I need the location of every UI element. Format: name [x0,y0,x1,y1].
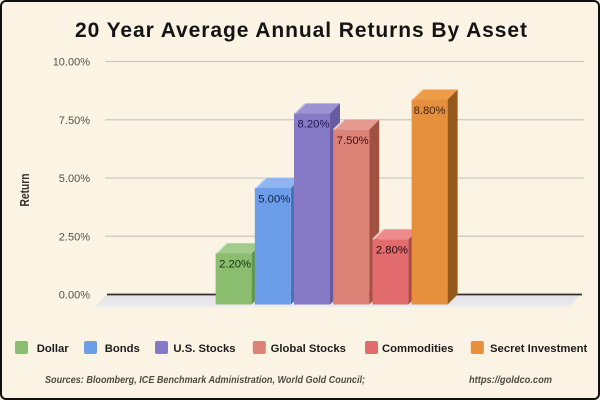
svg-text:7.50%: 7.50% [337,135,369,147]
svg-text:5.00%: 5.00% [258,193,290,205]
svg-text:Bonds: Bonds [105,343,140,355]
svg-text:2.50%: 2.50% [59,231,90,243]
svg-text:0.00%: 0.00% [59,290,90,302]
svg-text:5.00%: 5.00% [59,173,90,185]
svg-text:Sources: Bloomberg, ICE Benchm: Sources: Bloomberg, ICE Benchmark Admini… [45,374,365,386]
svg-text:Global Stocks: Global Stocks [271,343,346,355]
svg-text:2.80%: 2.80% [376,245,408,257]
svg-text:Secret Investment: Secret Investment [490,343,588,355]
svg-text:U.S. Stocks: U.S. Stocks [173,343,235,355]
svg-text:2.20%: 2.20% [219,259,251,271]
svg-text:7.50%: 7.50% [59,115,90,127]
svg-text:8.80%: 8.80% [414,105,446,117]
svg-text:Dollar: Dollar [37,343,70,355]
svg-text:10.00%: 10.00% [53,57,91,69]
svg-text:8.20%: 8.20% [297,119,329,131]
svg-text:20 Year Average Annual Returns: 20 Year Average Annual Returns By Asset [75,19,527,42]
svg-text:https://goldco.com: https://goldco.com [469,374,552,386]
svg-text:Return: Return [17,173,32,206]
svg-text:Commodities: Commodities [382,343,454,355]
